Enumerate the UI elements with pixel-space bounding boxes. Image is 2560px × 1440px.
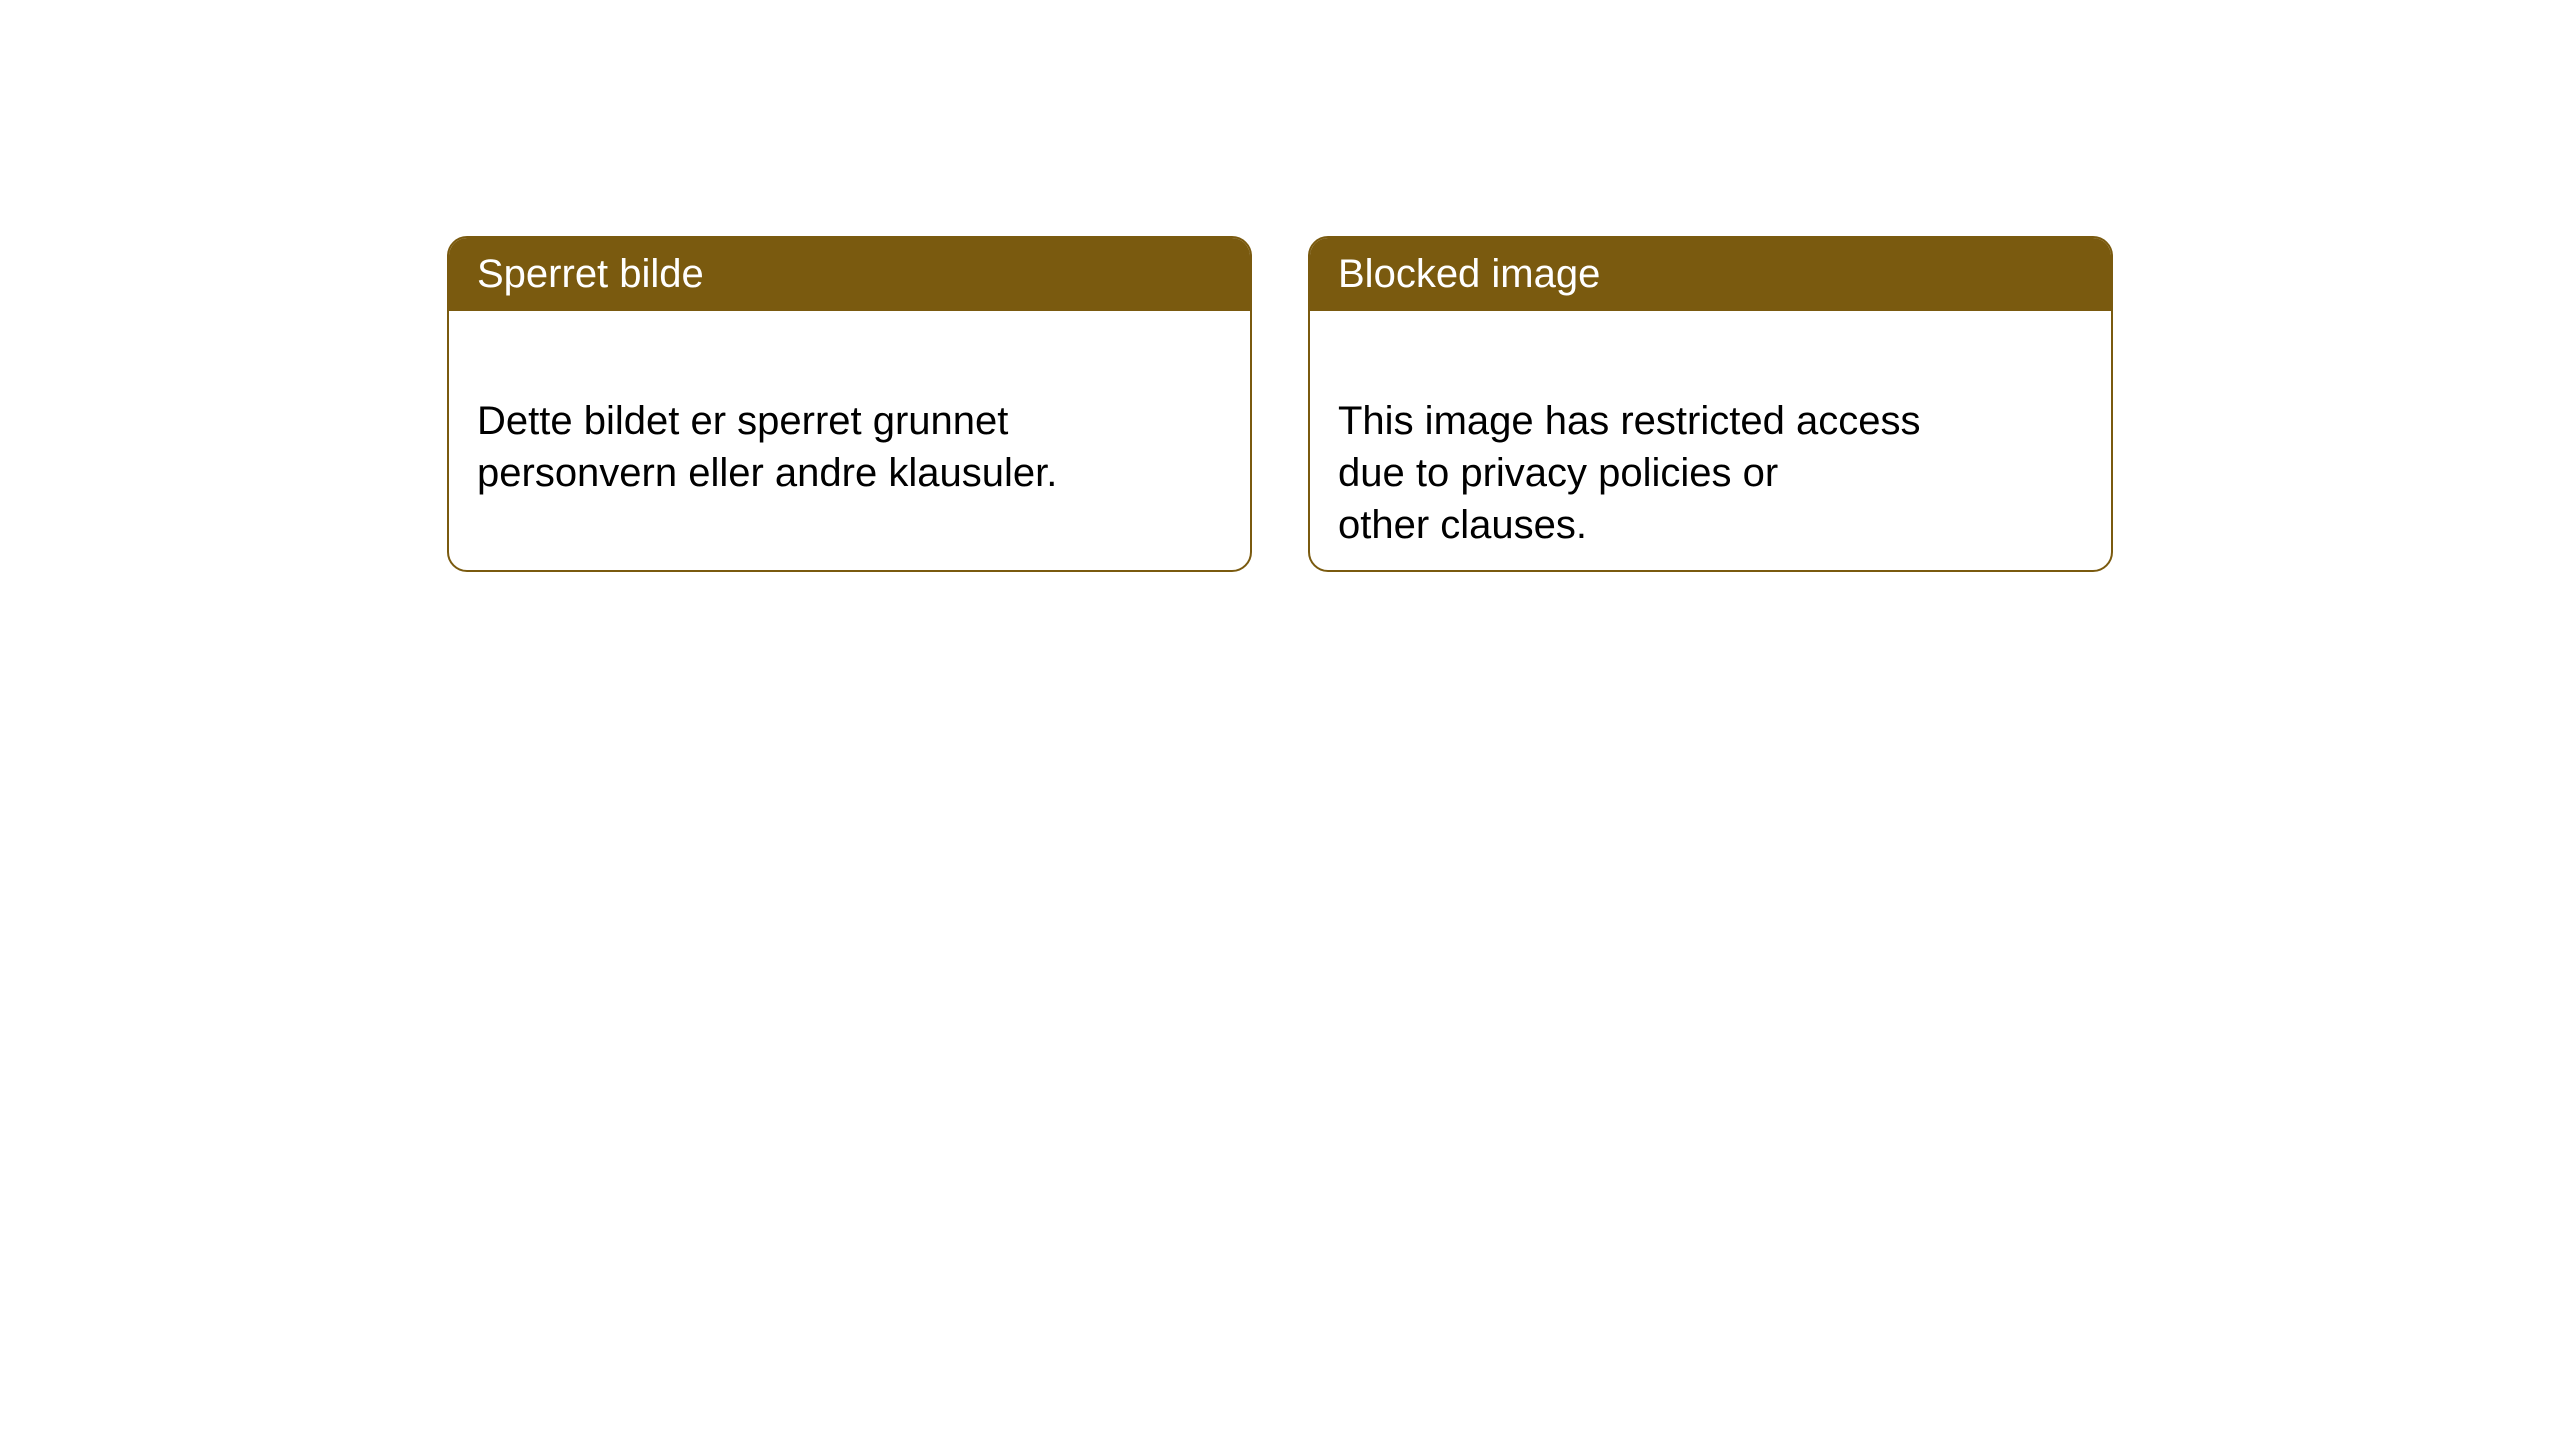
notice-header-english: Blocked image	[1310, 238, 2111, 311]
notice-header-norwegian: Sperret bilde	[449, 238, 1250, 311]
notice-title: Blocked image	[1338, 252, 1600, 296]
notice-body-text: This image has restricted access due to …	[1338, 399, 1920, 547]
notice-card-english: Blocked image This image has restricted …	[1308, 236, 2113, 572]
notice-title: Sperret bilde	[477, 252, 704, 296]
notice-body-english: This image has restricted access due to …	[1310, 311, 2111, 572]
notice-body-text: Dette bildet er sperret grunnet personve…	[477, 399, 1057, 495]
notice-body-norwegian: Dette bildet er sperret grunnet personve…	[449, 311, 1250, 531]
notice-card-norwegian: Sperret bilde Dette bildet er sperret gr…	[447, 236, 1252, 572]
notice-container: Sperret bilde Dette bildet er sperret gr…	[447, 236, 2113, 572]
